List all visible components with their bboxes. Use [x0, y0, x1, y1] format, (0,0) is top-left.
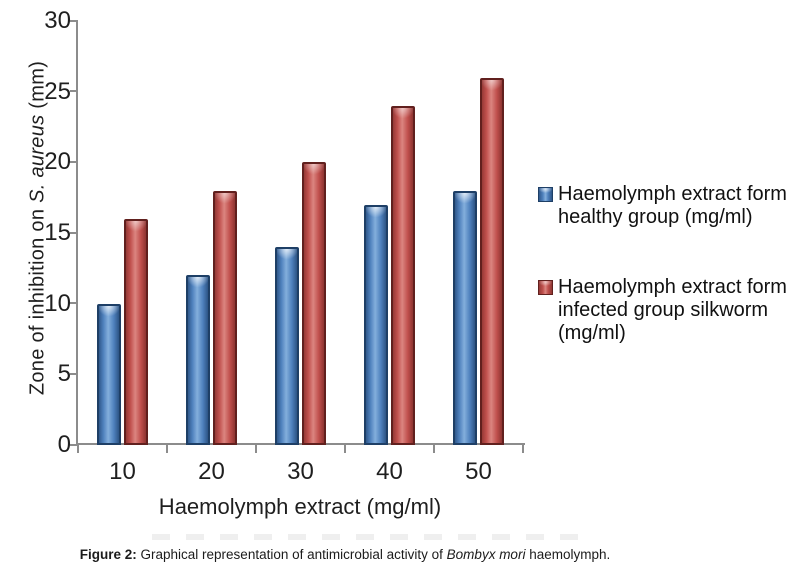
legend-label: Haemolymph extract form infected group si… — [558, 276, 788, 345]
y-tick-mark — [70, 19, 78, 22]
x-tick-mark — [166, 444, 168, 453]
y-tick-label: 5 — [57, 360, 71, 388]
legend-swatch-icon — [538, 187, 553, 202]
y-tick-mark — [70, 302, 78, 305]
legend-label-line: Haemolymph extract form — [558, 183, 787, 205]
figure-caption-suffix: haemolymph. — [525, 547, 611, 562]
bar-healthy-group — [364, 204, 388, 445]
y-tick-label: 25 — [44, 77, 71, 105]
figure-caption-body: Graphical representation of antimicrobia… — [136, 547, 447, 562]
bar-infected-group — [213, 190, 237, 445]
x-tick-mark — [77, 444, 79, 453]
x-tick-label: 10 — [109, 458, 136, 485]
bar-infected-group — [124, 218, 148, 445]
x-tick-mark — [344, 444, 346, 453]
x-tick-mark — [522, 444, 524, 453]
x-tick-mark — [255, 444, 257, 453]
x-tick-label: 20 — [198, 458, 225, 485]
y-tick-mark — [70, 160, 78, 163]
legend-label-line: Haemolymph extract form — [558, 276, 787, 298]
y-tick-label: 0 — [57, 431, 71, 458]
legend-item: Haemolymph extract form healthy group (mg… — [538, 183, 788, 229]
y-tick-mark — [70, 231, 78, 234]
y-tick-mark — [70, 443, 78, 446]
x-tick-label: 30 — [287, 458, 314, 485]
bar-infected-group — [480, 77, 504, 445]
faded-watermark-artifact — [152, 534, 578, 540]
legend-swatch-icon — [538, 280, 553, 295]
bar-infected-group — [391, 105, 415, 445]
x-axis-line — [76, 443, 525, 445]
x-tick-label: 50 — [465, 458, 492, 485]
y-tick-label: 15 — [44, 219, 71, 246]
x-tick-label: 40 — [376, 458, 403, 485]
figure-caption-species: Bombyx mori — [446, 547, 526, 562]
y-tick-label: 30 — [44, 7, 71, 34]
bar-healthy-group — [97, 303, 121, 445]
x-axis-title: Haemolymph extract (mg/ml) — [158, 494, 442, 519]
y-tick-label: 10 — [44, 289, 71, 317]
legend-item: Haemolymph extract form infected group si… — [538, 276, 788, 345]
legend-label-line: infected group silkworm — [558, 299, 769, 321]
legend-label-line: healthy group (mg/ml) — [558, 206, 753, 228]
bar-healthy-group — [453, 190, 477, 445]
bar-healthy-group — [186, 275, 210, 445]
y-tick-mark — [70, 372, 78, 375]
legend-label-line: (mg/ml) — [558, 322, 626, 344]
figure-caption-label: Figure 2: — [79, 547, 137, 562]
figure-caption: Figure 2: Graphical representation of an… — [60, 546, 630, 563]
bar-healthy-group — [275, 247, 299, 445]
bar-infected-group — [302, 162, 326, 445]
y-tick-mark — [70, 90, 78, 93]
x-tick-mark — [433, 444, 435, 453]
y-tick-label: 20 — [44, 148, 71, 176]
legend-label: Haemolymph extract form healthy group (mg… — [558, 183, 788, 229]
